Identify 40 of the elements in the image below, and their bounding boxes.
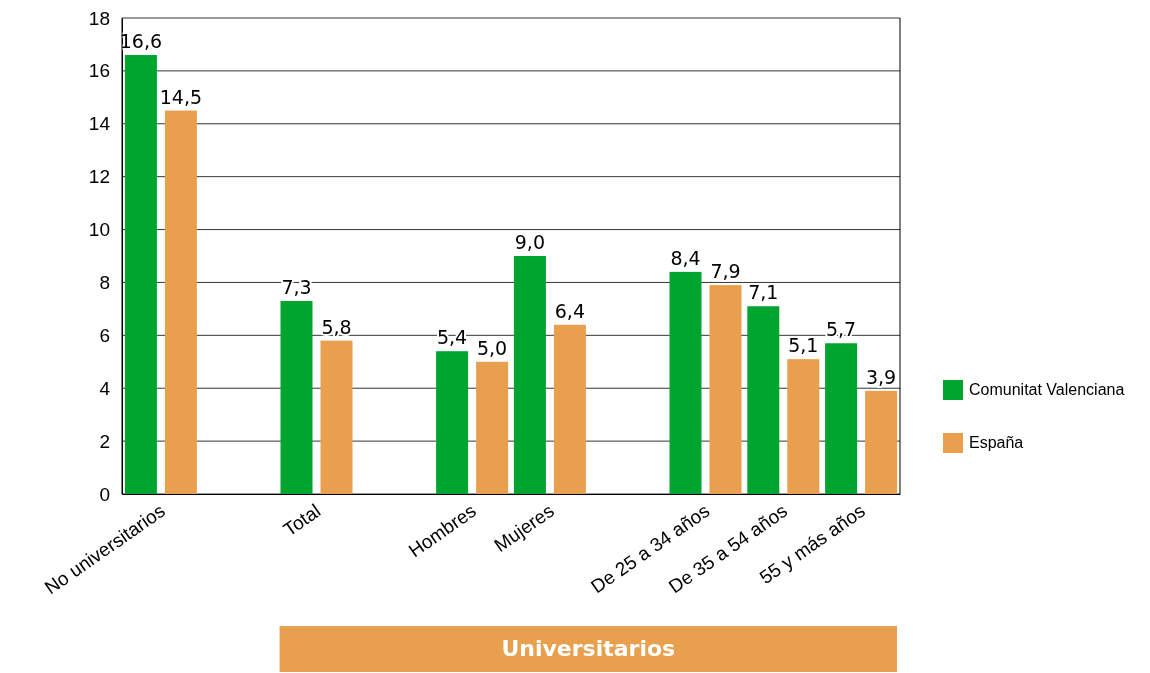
data-label: 5,1 [788, 334, 819, 357]
bar [865, 390, 898, 494]
bar [825, 343, 858, 494]
y-tick-label: 4 [99, 377, 111, 399]
y-tick-label: 10 [88, 219, 110, 241]
data-label: 14,5 [159, 85, 203, 108]
data-label: 5,8 [321, 315, 352, 338]
data-label: 7,3 [281, 275, 312, 298]
data-label: 6,4 [554, 299, 586, 322]
bar [280, 300, 313, 494]
bar [709, 285, 742, 494]
data-label: 9,0 [514, 231, 546, 253]
y-tick-label: 18 [88, 7, 110, 29]
data-label: 5,0 [476, 336, 508, 359]
banner: Universitarios [279, 626, 897, 672]
y-tick-label: 8 [99, 272, 110, 294]
data-label: 5,7 [825, 318, 857, 341]
bar [164, 110, 197, 494]
y-tick-label: 2 [99, 430, 110, 452]
bar [747, 306, 780, 494]
bar [436, 351, 469, 494]
data-label: 8,4 [670, 246, 701, 269]
data-label: 7,1 [748, 281, 779, 304]
bar [669, 271, 702, 494]
bar [476, 361, 509, 494]
data-label: 7,9 [710, 260, 741, 283]
y-tick-label: 0 [99, 483, 110, 505]
x-tick-label: Total [279, 499, 325, 541]
bar [553, 324, 586, 494]
data-label: 3,9 [865, 365, 897, 388]
legend-label: España [969, 434, 1024, 451]
bar [787, 359, 820, 494]
y-tick-label: 16 [88, 60, 110, 82]
y-tick-label: 12 [88, 166, 110, 188]
bar [513, 256, 546, 494]
legend-label: Comunitat Valenciana [969, 381, 1125, 398]
y-tick-label: 6 [99, 324, 110, 346]
y-tick-label: 14 [88, 113, 111, 135]
bar [124, 55, 157, 494]
bar [320, 340, 353, 494]
